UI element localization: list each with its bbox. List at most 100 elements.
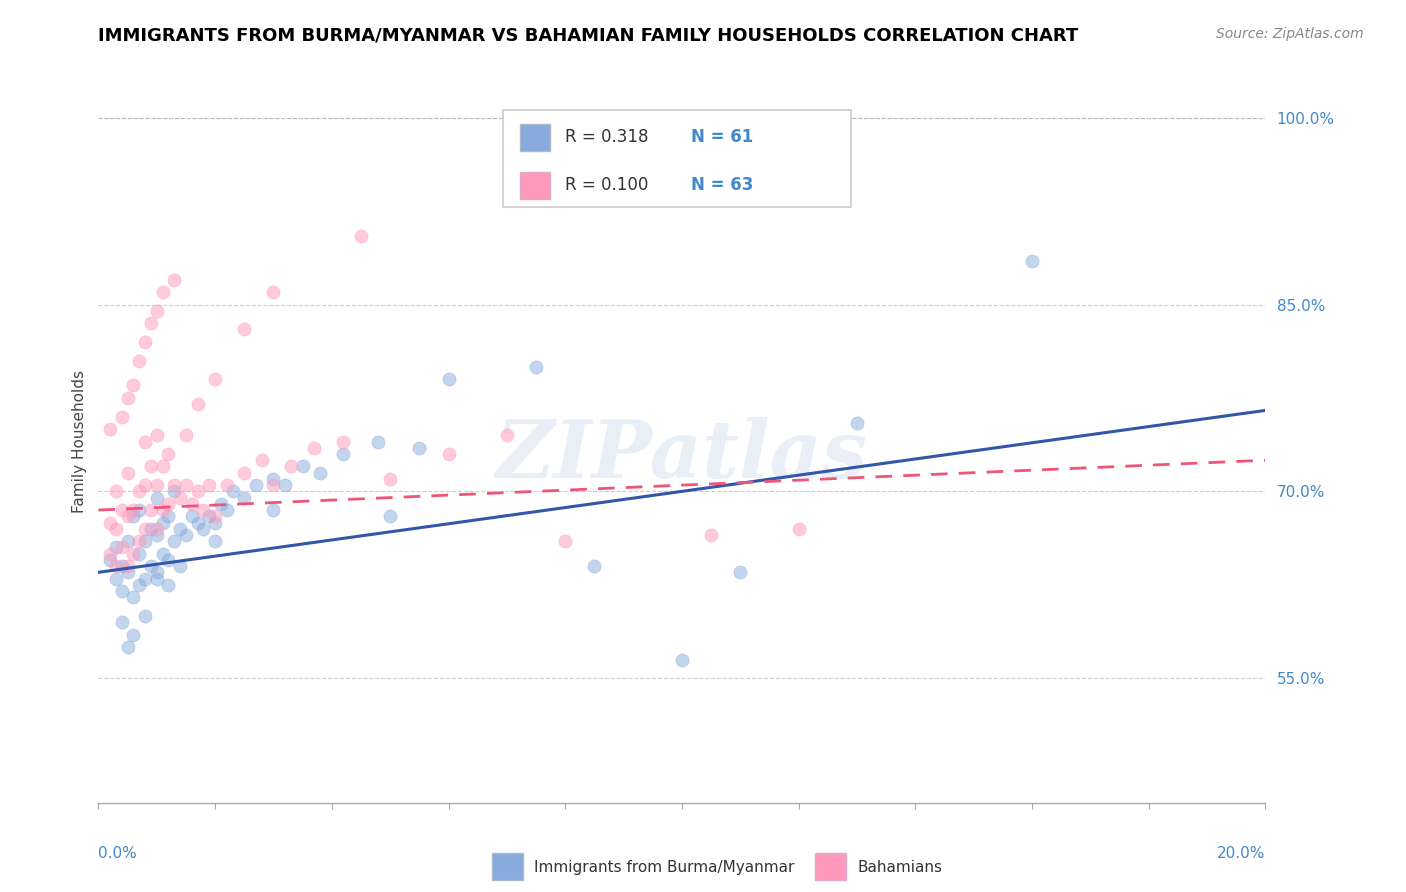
- Point: [139, 316, 162, 330]
- Point: [163, 478, 186, 492]
- Point: [122, 547, 145, 561]
- Point: [367, 434, 389, 449]
- Text: N = 63: N = 63: [692, 177, 754, 194]
- Point: [128, 484, 150, 499]
- Point: [139, 503, 162, 517]
- Point: [104, 572, 127, 586]
- Point: [157, 497, 180, 511]
- Point: [554, 534, 576, 549]
- Text: Bahamians: Bahamians: [858, 860, 942, 874]
- Point: [157, 553, 180, 567]
- Point: [111, 541, 134, 555]
- Point: [146, 566, 169, 580]
- Point: [122, 378, 145, 392]
- Text: R = 0.318: R = 0.318: [565, 128, 648, 146]
- Point: [245, 478, 267, 492]
- Point: [730, 566, 752, 580]
- Point: [209, 497, 232, 511]
- Point: [263, 472, 285, 486]
- Point: [187, 484, 209, 499]
- Point: [146, 428, 169, 442]
- Point: [583, 559, 606, 574]
- Point: [146, 478, 169, 492]
- Point: [274, 478, 297, 492]
- Point: [122, 509, 145, 524]
- Point: [111, 409, 134, 424]
- Text: 0.0%: 0.0%: [98, 847, 138, 861]
- Point: [117, 509, 139, 524]
- Y-axis label: Family Households: Family Households: [72, 370, 87, 513]
- Point: [146, 491, 169, 505]
- Point: [1021, 253, 1043, 268]
- Point: [146, 528, 169, 542]
- Point: [291, 459, 314, 474]
- Point: [193, 522, 215, 536]
- Point: [152, 516, 174, 530]
- Point: [111, 503, 134, 517]
- Point: [263, 285, 285, 299]
- Point: [134, 478, 156, 492]
- Point: [204, 372, 226, 386]
- Point: [152, 459, 174, 474]
- Point: [787, 522, 810, 536]
- Point: [152, 547, 174, 561]
- Point: [215, 503, 238, 517]
- Point: [304, 441, 326, 455]
- Point: [98, 422, 121, 436]
- Point: [139, 459, 162, 474]
- Point: [104, 541, 127, 555]
- Point: [350, 229, 373, 244]
- Point: [180, 497, 202, 511]
- Point: [332, 447, 354, 461]
- Point: [332, 434, 354, 449]
- Point: [496, 428, 519, 442]
- Point: [146, 572, 169, 586]
- Point: [117, 391, 139, 405]
- Point: [128, 353, 150, 368]
- Point: [152, 285, 174, 299]
- Point: [198, 509, 221, 524]
- Point: [128, 503, 150, 517]
- Point: [263, 503, 285, 517]
- Point: [163, 484, 186, 499]
- Point: [169, 559, 191, 574]
- Point: [117, 534, 139, 549]
- Point: [408, 441, 430, 455]
- Point: [146, 522, 169, 536]
- Point: [122, 627, 145, 641]
- Point: [157, 578, 180, 592]
- Point: [524, 359, 547, 374]
- Point: [134, 522, 156, 536]
- Point: [117, 466, 139, 480]
- Point: [134, 534, 156, 549]
- Point: [134, 572, 156, 586]
- Point: [204, 516, 226, 530]
- Point: [221, 484, 243, 499]
- Point: [111, 615, 134, 629]
- Text: ZIPatlas: ZIPatlas: [496, 417, 868, 495]
- Point: [250, 453, 273, 467]
- Point: [204, 534, 226, 549]
- Point: [98, 547, 121, 561]
- Point: [198, 478, 221, 492]
- Point: [122, 591, 145, 605]
- Point: [187, 516, 209, 530]
- Point: [380, 509, 402, 524]
- Point: [437, 447, 460, 461]
- Point: [128, 547, 150, 561]
- Point: [117, 559, 139, 574]
- Point: [134, 609, 156, 624]
- Point: [111, 584, 134, 599]
- Point: [117, 640, 139, 654]
- Point: [117, 566, 139, 580]
- Text: IMMIGRANTS FROM BURMA/MYANMAR VS BAHAMIAN FAMILY HOUSEHOLDS CORRELATION CHART: IMMIGRANTS FROM BURMA/MYANMAR VS BAHAMIA…: [98, 27, 1078, 45]
- Point: [180, 509, 202, 524]
- Point: [174, 428, 197, 442]
- Point: [152, 503, 174, 517]
- Point: [163, 272, 186, 286]
- Point: [98, 516, 121, 530]
- Point: [380, 472, 402, 486]
- Point: [263, 478, 285, 492]
- Point: [169, 491, 191, 505]
- Point: [104, 522, 127, 536]
